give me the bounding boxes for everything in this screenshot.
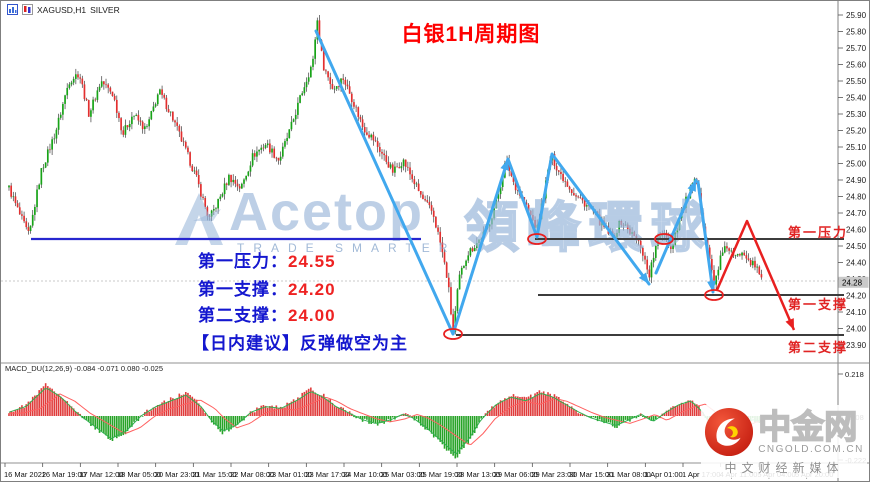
svg-text:17 Mar 12:00: 17 Mar 12:00 <box>79 470 123 479</box>
svg-text:20 Mar 23:00: 20 Mar 23:00 <box>155 470 199 479</box>
annotation-support2: 第二支撑：24.00 <box>198 301 336 326</box>
svg-text:24 Mar 10:00: 24 Mar 10:00 <box>343 470 387 479</box>
annotation-value: 24.00 <box>288 306 336 325</box>
annotation-label: 第一支撑： <box>198 280 288 299</box>
svg-text:16 Mar 19:00: 16 Mar 19:00 <box>42 470 86 479</box>
annotation-advice: 【日内建议】反弹做空为主 <box>192 329 408 354</box>
svg-text:23 Mar 17:00: 23 Mar 17:00 <box>305 470 349 479</box>
svg-text:24.70: 24.70 <box>846 209 867 218</box>
level-label-support2: 第二支撑 <box>788 340 849 355</box>
current-price-tag: 24.28 <box>842 278 863 287</box>
annotation-label: 【日内建议】反弹做空为主 <box>192 334 408 353</box>
zigzag-trendline <box>654 178 698 275</box>
symbol-description: SILVER <box>90 4 120 15</box>
svg-text:25.20: 25.20 <box>846 127 867 136</box>
svg-text:24.90: 24.90 <box>846 176 867 185</box>
annotation-value: 24.55 <box>288 252 336 271</box>
svg-text:24.60: 24.60 <box>846 226 867 235</box>
highlight-ellipse <box>443 328 463 340</box>
svg-text:30 Mar 15:00: 30 Mar 15:00 <box>569 470 613 479</box>
highlight-ellipse <box>527 233 547 245</box>
svg-text:25.30: 25.30 <box>846 110 867 119</box>
site-logo-domain: CNGOLD.COM.CN <box>758 443 864 455</box>
symbol-label: XAGUSD,H1 <box>37 4 87 15</box>
highlight-ellipse <box>704 289 724 301</box>
svg-text:1 Apr 01:00: 1 Apr 01:00 <box>644 470 682 479</box>
svg-text:29 Mar 23:00: 29 Mar 23:00 <box>531 470 575 479</box>
svg-text:24.80: 24.80 <box>846 193 867 202</box>
svg-text:0.218: 0.218 <box>845 370 864 379</box>
svg-text:18 Mar 05:00: 18 Mar 05:00 <box>117 470 161 479</box>
annotation-support1: 第一支撑：24.20 <box>198 275 336 300</box>
site-logo-tagline: 中文财经新媒体 <box>724 461 844 475</box>
svg-text:16 Mar 2022: 16 Mar 2022 <box>4 470 46 479</box>
annotation-resistance1: 第一压力：24.55 <box>198 247 336 272</box>
chart-window-icon <box>7 4 18 15</box>
svg-text:25.50: 25.50 <box>846 77 867 86</box>
site-logo-name: 中金网 <box>757 407 858 445</box>
symbol-bar: XAGUSD,H1 SILVER <box>7 4 120 15</box>
svg-text:24.40: 24.40 <box>846 259 867 268</box>
svg-text:25.10: 25.10 <box>846 143 867 152</box>
svg-text:24.10: 24.10 <box>846 308 867 317</box>
svg-text:31 Mar 08:00: 31 Mar 08:00 <box>607 470 651 479</box>
svg-text:23 Mar 01:00: 23 Mar 01:00 <box>268 470 312 479</box>
projection-arrow <box>715 219 796 331</box>
svg-text:24.20: 24.20 <box>846 292 867 301</box>
svg-text:25.70: 25.70 <box>846 44 867 53</box>
zigzag-trendline <box>314 29 651 336</box>
annotation-value: 24.20 <box>288 280 336 299</box>
annotation-label: 第一压力： <box>198 252 288 271</box>
candlestick-icon <box>22 4 33 15</box>
macd-histogram <box>8 383 763 459</box>
trend-annotations <box>31 29 844 340</box>
svg-text:23.90: 23.90 <box>846 341 867 350</box>
annotation-label: 第二支撑： <box>198 306 288 325</box>
page-title: 白银1H周期图 <box>401 23 541 46</box>
svg-text:22 Mar 08:00: 22 Mar 08:00 <box>230 470 274 479</box>
level-label-resistance1: 第一压力 <box>788 225 849 240</box>
svg-text:24.00: 24.00 <box>846 325 867 334</box>
level-label-support1: 第一支撑 <box>788 297 849 312</box>
svg-text:25 Mar 19:00: 25 Mar 19:00 <box>418 470 462 479</box>
macd-main-line <box>8 388 763 455</box>
cngold-logo-icon <box>705 407 754 457</box>
svg-text:25.40: 25.40 <box>846 94 867 103</box>
svg-text:25.00: 25.00 <box>846 160 867 169</box>
svg-text:25.90: 25.90 <box>846 11 867 20</box>
svg-text:25.80: 25.80 <box>846 28 867 37</box>
svg-text:28 Mar 13:00: 28 Mar 13:00 <box>456 470 500 479</box>
svg-text:21 Mar 15:00: 21 Mar 15:00 <box>192 470 236 479</box>
highlight-ellipse <box>654 233 674 245</box>
zigzag-trendline <box>696 180 715 294</box>
svg-text:25 Mar 03:00: 25 Mar 03:00 <box>381 470 425 479</box>
site-logo: 中金网 CNGOLD.COM.CN 中文财经新媒体 <box>701 405 867 478</box>
svg-text:24.50: 24.50 <box>846 242 867 251</box>
macd-indicator-label: MACD_DU(12,26,9) -0.084 -0.071 0.080 -0.… <box>5 364 164 373</box>
svg-text:29 Mar 06:00: 29 Mar 06:00 <box>494 470 538 479</box>
svg-text:25.60: 25.60 <box>846 61 867 70</box>
